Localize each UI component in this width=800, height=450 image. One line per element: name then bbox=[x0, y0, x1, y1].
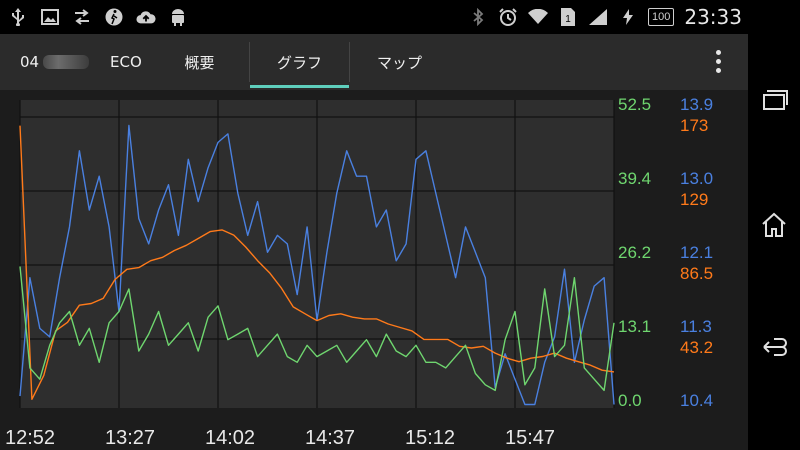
status-bar: 1 100 23:33 bbox=[0, 0, 800, 34]
graph-panel[interactable]: 12:52 13:27 14:02 14:37 15:12 15:47 52.5 39.4 26… bbox=[0, 90, 748, 450]
x-tick-label: 14:02 bbox=[205, 427, 255, 449]
y-tick-label-blue: 13.0 bbox=[680, 169, 713, 188]
cloud-upload-icon bbox=[136, 7, 156, 27]
y-tick-label-green: 26.2 bbox=[618, 243, 651, 262]
x-tick-label: 14:37 bbox=[305, 427, 355, 449]
x-tick-label: 15:47 bbox=[505, 427, 555, 449]
y-tick-label-green: 52.5 bbox=[618, 95, 651, 114]
battery-level: 100 bbox=[652, 11, 671, 23]
series-line-green bbox=[19, 266, 615, 392]
device-name: 04 bbox=[20, 34, 90, 90]
y-tick-label-green: 39.4 bbox=[618, 169, 651, 188]
walking-icon bbox=[104, 7, 124, 27]
overflow-menu-icon[interactable] bbox=[716, 50, 722, 73]
system-status: 1 100 23:33 bbox=[468, 0, 742, 34]
x-tick-label: 12:52 bbox=[5, 427, 55, 449]
android-icon bbox=[168, 7, 188, 27]
tab-divider bbox=[249, 42, 250, 82]
tab-graph[interactable]: グラフ bbox=[250, 34, 349, 90]
y-tick-label-blue: 12.1 bbox=[680, 243, 713, 262]
usb-icon bbox=[8, 7, 28, 27]
tab-overview[interactable]: 概要 bbox=[150, 34, 249, 90]
y-tick-label-orange: 129 bbox=[680, 190, 708, 209]
tab-graph-label: グラフ bbox=[276, 53, 322, 72]
active-tab-indicator bbox=[250, 85, 349, 88]
home-icon[interactable] bbox=[758, 209, 790, 241]
y-tick-label-orange: 43.2 bbox=[680, 338, 713, 357]
wifi-icon bbox=[528, 7, 548, 27]
battery-indicator: 100 bbox=[648, 8, 675, 26]
tab-overview-label: 概要 bbox=[184, 53, 215, 72]
back-icon[interactable] bbox=[758, 331, 790, 363]
line-chart[interactable]: 12:52 13:27 14:02 14:37 15:12 15:47 52.5 39.4 26… bbox=[0, 90, 748, 450]
notification-icons bbox=[0, 7, 188, 27]
alarm-icon bbox=[498, 7, 518, 27]
app-toolbar: 04 ECO 概要 グラフ マップ bbox=[0, 34, 748, 91]
sim-slot-label: 1 bbox=[565, 14, 571, 25]
image-icon bbox=[40, 7, 60, 27]
y-tick-label-green: 13.1 bbox=[618, 317, 651, 336]
charging-icon bbox=[618, 7, 638, 27]
y-tick-label-orange: 86.5 bbox=[680, 264, 713, 283]
tab-map[interactable]: マップ bbox=[350, 34, 449, 90]
x-tick-label: 13:27 bbox=[105, 427, 155, 449]
signal-icon bbox=[588, 7, 608, 27]
tab-map-label: マップ bbox=[376, 53, 422, 72]
y-tick-label-blue: 13.9 bbox=[680, 95, 713, 114]
data-transfer-icon bbox=[72, 7, 92, 27]
navigation-bar bbox=[748, 34, 800, 450]
x-tick-label: 15:12 bbox=[405, 427, 455, 449]
clock: 23:33 bbox=[684, 5, 742, 29]
y-tick-label-blue: 11.3 bbox=[680, 317, 712, 336]
y-tick-label-green: 0.0 bbox=[618, 391, 642, 410]
tab-divider bbox=[349, 42, 350, 82]
mode-label: ECO bbox=[110, 53, 142, 71]
device-name-label: 04 bbox=[20, 53, 40, 71]
y-tick-label-blue: 10.4 bbox=[680, 391, 713, 410]
device-name-redaction bbox=[43, 55, 90, 69]
y-tick-label-orange: 173 bbox=[680, 116, 708, 135]
sim-slot-icon: 1 bbox=[558, 7, 578, 27]
bluetooth-icon bbox=[468, 7, 488, 27]
series-line-orange bbox=[19, 125, 615, 400]
recent-apps-icon[interactable] bbox=[758, 84, 790, 116]
